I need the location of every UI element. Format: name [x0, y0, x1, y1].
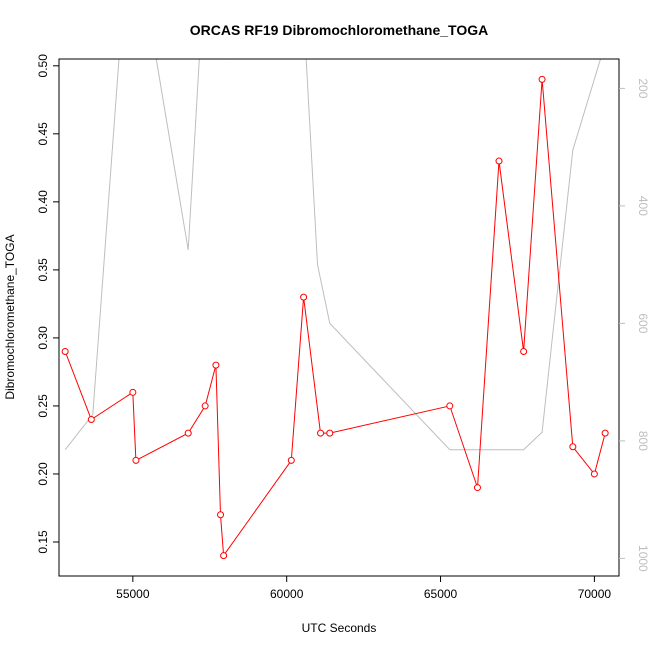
series-0-point-20 [601, 429, 609, 437]
series-0-point-10 [300, 293, 308, 301]
series-0-point-2 [129, 388, 137, 396]
y-tick-label-7: 0.50 [36, 54, 50, 78]
series-0-point-17 [538, 75, 546, 83]
main-series [61, 75, 609, 560]
y-tick-label-5: 0.40 [36, 190, 50, 214]
y-tick-label-3: 0.30 [36, 326, 50, 350]
x-tick-label-3: 70000 [578, 587, 612, 601]
y-tick-label-1: 0.20 [36, 462, 50, 486]
chart-title: ORCAS RF19 Dibromochloromethane_TOGA [190, 22, 488, 38]
series-0-point-11 [317, 429, 325, 437]
plot-frame [58, 58, 620, 577]
x-tick-label-1: 60000 [270, 587, 304, 601]
series-0-point-15 [495, 157, 503, 165]
x-tick-label-0: 55000 [116, 587, 150, 601]
series-0-point-0 [61, 348, 69, 356]
series-0-point-9 [287, 456, 295, 464]
series-0-point-19 [590, 470, 598, 478]
x-tick-label-2: 65000 [424, 587, 458, 601]
right-axis-series [64, 59, 601, 451]
y2-tick-label-0: 200 [636, 78, 650, 98]
series-0-point-18 [569, 443, 577, 451]
series-0-point-6 [212, 361, 220, 369]
series-1-line [64, 59, 601, 451]
right-y-axis: 200 400 600 800 1000 [619, 78, 650, 572]
series-0-point-4 [184, 429, 192, 437]
series-0-line [64, 79, 606, 558]
series-0-point-1 [87, 416, 95, 424]
y-tick-label-4: 0.35 [36, 258, 50, 282]
y-tick-label-2: 0.25 [36, 394, 50, 418]
y2-tick-label-4: 1000 [636, 545, 650, 572]
y-tick-label-0: 0.15 [36, 530, 50, 554]
series-0-point-3 [132, 456, 140, 464]
y2-tick-label-1: 400 [636, 196, 650, 216]
x-axis: 55000 60000 65000 70000 [116, 576, 611, 601]
series-0-point-8 [220, 552, 228, 560]
series-0-point-13 [446, 402, 454, 410]
y-axis-label: Dibromochloromethane_TOGA [3, 234, 17, 399]
y-axis: 0.15 0.20 0.25 0.30 0.35 0.40 0.45 0.50 [36, 54, 59, 554]
series-0-point-16 [520, 348, 528, 356]
series-0-point-5 [201, 402, 209, 410]
y2-tick-label-3: 800 [636, 431, 650, 451]
x-axis-label: UTC Seconds [302, 621, 377, 635]
series-0-point-14 [473, 484, 481, 492]
series-0-point-7 [217, 511, 225, 519]
y2-tick-label-2: 600 [636, 313, 650, 333]
series-0-point-12 [326, 429, 334, 437]
y-tick-label-6: 0.45 [36, 122, 50, 146]
